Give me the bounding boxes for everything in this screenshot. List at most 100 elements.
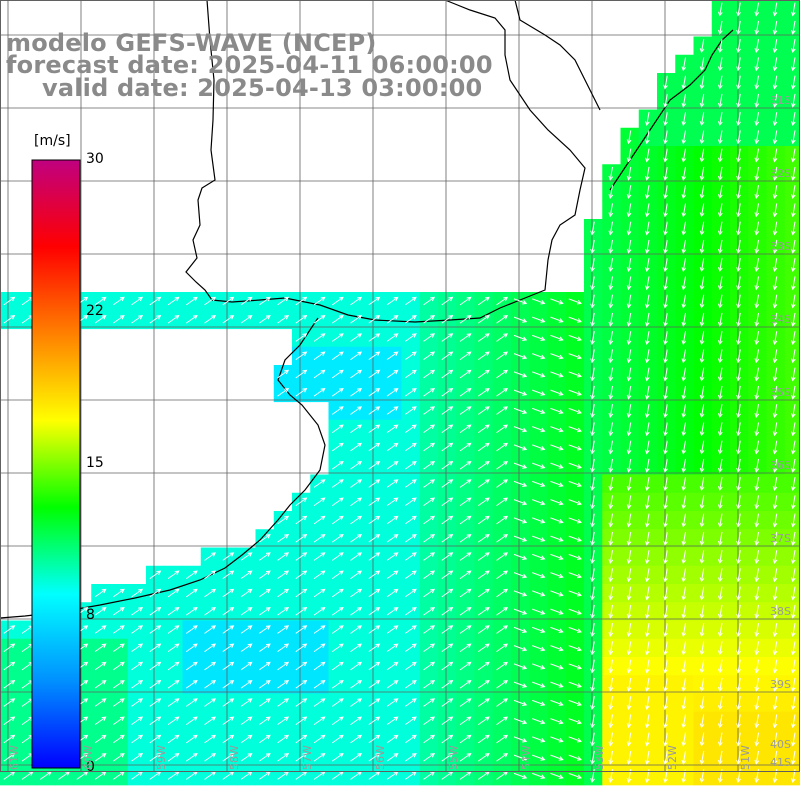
- wind-arrow: [441, 442, 454, 452]
- wind-arrow: [790, 130, 796, 145]
- wind-arrow: [772, 276, 778, 291]
- wind-arrow: [149, 698, 162, 707]
- wind-arrow: [167, 315, 180, 324]
- wind-arrow: [699, 440, 705, 455]
- wind-arrow: [459, 424, 472, 434]
- wind-arrow: [754, 20, 760, 35]
- wind-arrow: [663, 440, 668, 455]
- wind-arrow: [644, 385, 650, 400]
- wind-arrow: [368, 333, 381, 342]
- wind-arrow: [663, 93, 668, 108]
- wind-arrow: [186, 315, 198, 324]
- wind-arrow: [717, 39, 723, 54]
- wind-arrow: [186, 643, 198, 653]
- wind-arrow: [626, 166, 632, 181]
- wind-arrow: [478, 570, 490, 580]
- wind-arrow: [350, 333, 363, 342]
- wind-arrow: [149, 588, 162, 598]
- wind-arrow: [405, 552, 417, 561]
- wind-arrow: [532, 480, 546, 487]
- wind-arrow: [496, 698, 509, 707]
- coastline-uruguay-north: [514, 0, 601, 111]
- wind-arrow: [626, 349, 632, 364]
- wind-arrow: [532, 572, 546, 579]
- wind-cell: [784, 73, 800, 92]
- wind-arrow: [608, 440, 614, 455]
- wind-arrow: [113, 661, 125, 671]
- wind-arrow: [590, 385, 595, 400]
- wind-arrow: [350, 753, 363, 762]
- wind-arrow: [699, 714, 705, 729]
- wind-arrow: [259, 315, 271, 324]
- wind-arrow: [186, 588, 198, 598]
- wind-arrow: [790, 2, 796, 17]
- wind-arrow: [608, 750, 614, 765]
- wind-arrow: [699, 203, 705, 218]
- wind-arrow: [513, 316, 528, 323]
- wind-arrow: [386, 406, 399, 415]
- wind-arrow: [332, 716, 344, 726]
- colorbar: [31, 159, 81, 769]
- wind-arrow: [790, 258, 796, 273]
- wind-arrow: [259, 698, 271, 707]
- wind-arrow: [459, 461, 472, 470]
- wind-arrow: [204, 661, 217, 671]
- wind-arrow: [736, 458, 741, 473]
- wind-arrow: [295, 570, 308, 580]
- wind-arrow: [459, 479, 472, 488]
- wind-arrow: [754, 185, 760, 200]
- wind-arrow: [186, 625, 198, 634]
- wind-arrow: [423, 680, 436, 689]
- wind-arrow: [736, 550, 741, 565]
- wind-arrow: [736, 239, 741, 254]
- wind-arrow: [736, 385, 741, 400]
- wind-arrow: [717, 312, 723, 327]
- wind-arrow: [590, 604, 595, 619]
- wind-arrow: [423, 388, 436, 397]
- wind-arrow: [441, 680, 454, 689]
- wind-arrow: [550, 699, 564, 706]
- wind-arrow: [167, 643, 180, 653]
- wind-arrow: [626, 732, 632, 747]
- wind-arrow: [459, 388, 472, 397]
- wind-arrow: [496, 315, 509, 324]
- wind-arrow: [736, 166, 741, 181]
- wind-arrow: [736, 586, 741, 601]
- wind-arrow: [568, 772, 582, 779]
- wind-arrow: [772, 531, 778, 546]
- lat-label-41s: 41S: [770, 756, 791, 769]
- wind-arrow: [626, 623, 632, 638]
- wind-arrow: [590, 550, 595, 565]
- wind-arrow: [496, 534, 509, 543]
- wind-arrow: [386, 753, 399, 762]
- wind-arrow: [790, 349, 796, 364]
- wind-arrow: [626, 531, 632, 546]
- wind-arrow: [717, 130, 723, 145]
- wind-arrow: [568, 389, 582, 396]
- wind-arrow: [386, 625, 399, 634]
- wind-arrow: [405, 296, 417, 306]
- wind-arrow: [717, 641, 723, 656]
- wind-arrow: [663, 75, 668, 90]
- wind-arrow: [513, 645, 528, 652]
- wind-arrow: [717, 367, 723, 382]
- wind-arrow: [167, 588, 180, 598]
- wind-arrow: [644, 294, 650, 309]
- wind-arrow: [478, 388, 490, 397]
- wind-arrow: [626, 203, 632, 218]
- wind-arrow: [513, 426, 528, 433]
- wind-arrow: [772, 495, 778, 510]
- wind-arrow: [736, 75, 741, 90]
- wind-arrow: [681, 659, 687, 674]
- wind-arrow: [772, 659, 778, 674]
- wind-arrow: [608, 714, 614, 729]
- wind-arrow: [295, 515, 308, 525]
- wind-arrow: [699, 349, 705, 364]
- wind-arrow: [405, 315, 417, 324]
- wind-arrow: [332, 661, 344, 671]
- wind-cell: [784, 365, 800, 384]
- wind-arrow: [350, 680, 363, 689]
- wind-arrow: [590, 331, 595, 346]
- wind-arrow: [496, 515, 509, 525]
